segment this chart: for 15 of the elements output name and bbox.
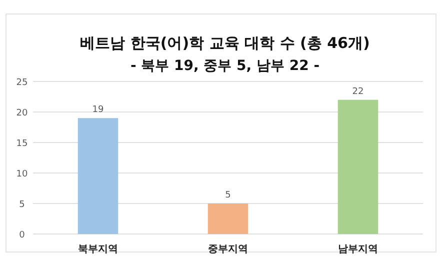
- y-tick-label: 10: [16, 170, 28, 180]
- x-tick-label: 북부지역: [78, 244, 118, 255]
- data-label: 22: [352, 86, 364, 97]
- title: 베트남 한국(어)학 교육 대학 수 (총 46개): [80, 34, 370, 52]
- subtitle: - 북부 19, 중부 5, 남부 22 -: [130, 58, 320, 74]
- plot: 0 5 10 15 20 25 19 5 22 북부지역 중부지역 남부지역: [16, 78, 424, 255]
- y-tick-label: 15: [16, 139, 28, 149]
- y-tick-label: 5: [19, 200, 25, 210]
- data-label: 19: [92, 105, 104, 116]
- x-tick-label: 중부지역: [208, 244, 248, 255]
- y-tick-label: 25: [16, 78, 28, 88]
- y-tick-label: 0: [19, 230, 26, 240]
- x-tick-label: 남부지역: [338, 244, 378, 255]
- y-tick-label: 20: [16, 108, 28, 118]
- data-label: 5: [225, 190, 231, 200]
